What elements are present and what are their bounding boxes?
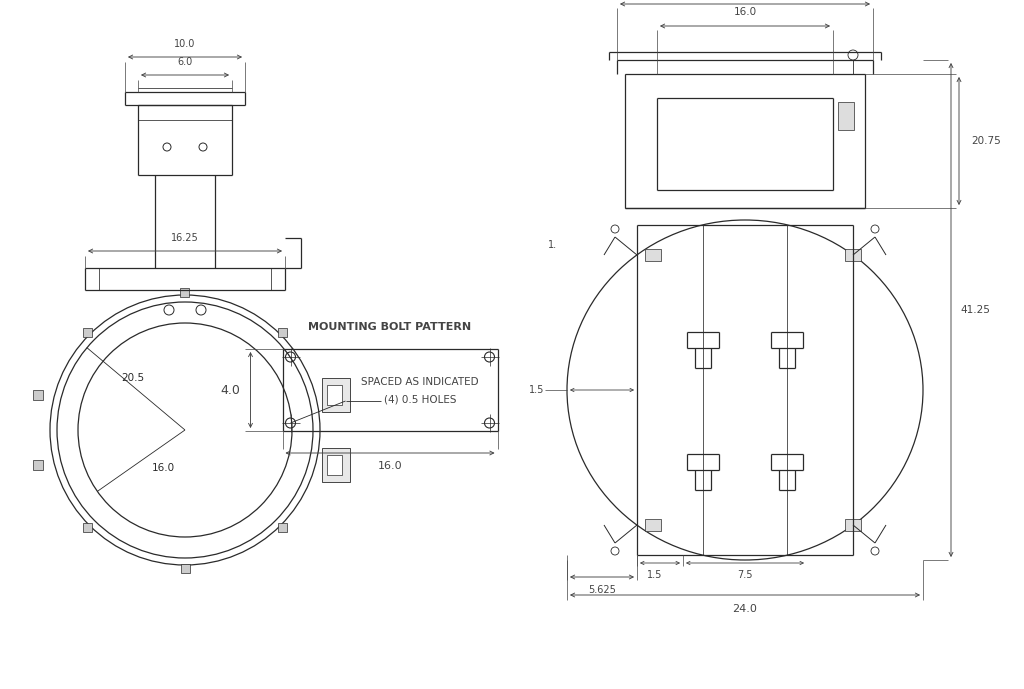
Text: 16.0: 16.0	[378, 461, 402, 471]
Text: 1.: 1.	[548, 240, 557, 250]
Text: SPACED AS INDICATED: SPACED AS INDICATED	[361, 377, 479, 387]
Bar	[279, 328, 287, 337]
Text: 16.25: 16.25	[171, 233, 199, 243]
Bar	[33, 460, 43, 470]
Bar	[83, 328, 92, 337]
Bar	[845, 249, 861, 261]
Text: 16.0: 16.0	[733, 7, 757, 17]
Text: 20.5: 20.5	[122, 373, 144, 383]
Text: 4.0: 4.0	[220, 384, 241, 396]
Text: 41.25: 41.25	[961, 305, 990, 315]
Bar	[33, 390, 43, 400]
Text: 5.625: 5.625	[588, 585, 616, 595]
Text: 24.0: 24.0	[732, 604, 758, 614]
Bar	[322, 378, 350, 412]
Text: 20.75: 20.75	[971, 136, 1000, 146]
Text: 1.5: 1.5	[529, 385, 545, 395]
Text: 1.5: 1.5	[647, 570, 663, 580]
Text: (4) 0.5 HOLES: (4) 0.5 HOLES	[384, 395, 457, 405]
Text: 16.0: 16.0	[152, 463, 174, 473]
Text: MOUNTING BOLT PATTERN: MOUNTING BOLT PATTERN	[308, 322, 472, 332]
Text: 6.0: 6.0	[177, 57, 193, 67]
Bar	[327, 385, 342, 405]
Bar	[838, 102, 854, 130]
Bar	[322, 448, 350, 482]
Bar	[180, 287, 189, 296]
Text: 7.5: 7.5	[737, 570, 753, 580]
Bar	[845, 519, 861, 531]
Bar	[279, 523, 287, 532]
Bar	[83, 523, 92, 532]
Text: 10.0: 10.0	[174, 39, 196, 49]
Bar	[327, 455, 342, 475]
Bar	[645, 249, 662, 261]
Bar	[180, 564, 189, 573]
Bar	[645, 519, 662, 531]
